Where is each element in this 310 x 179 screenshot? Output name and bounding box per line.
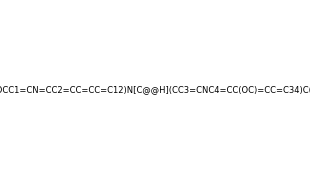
Text: O=C(OCC1=CN=CC2=CC=CC=C12)N[C@@H](CC3=CNC4=CC(OC)=CC=C34)C(=O)O: O=C(OCC1=CN=CC2=CC=CC=C12)N[C@@H](CC3=CN…	[0, 85, 310, 94]
